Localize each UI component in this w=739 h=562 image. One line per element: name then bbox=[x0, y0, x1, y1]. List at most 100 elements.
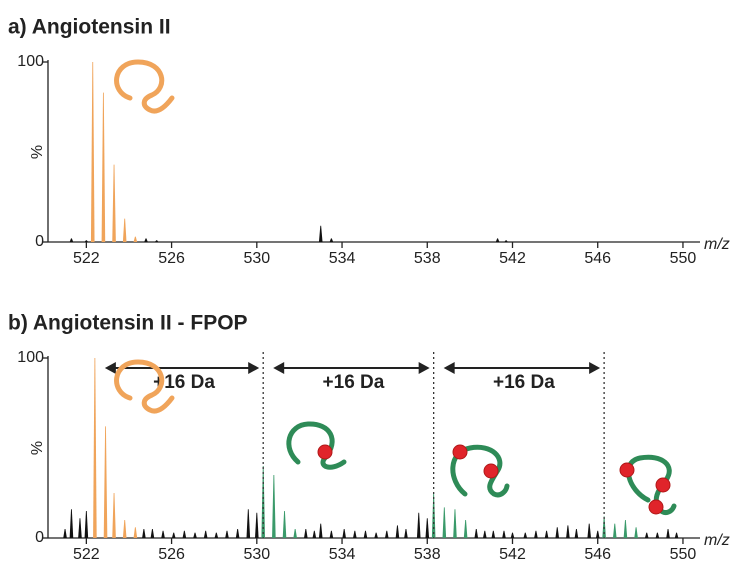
annotation: +16 Da bbox=[323, 372, 385, 393]
panel-title: b) Angiotensin II - FPOP bbox=[8, 312, 248, 335]
peak bbox=[587, 523, 592, 538]
peak bbox=[329, 238, 334, 242]
peak bbox=[510, 532, 515, 538]
arrow-head bbox=[248, 362, 260, 374]
peak bbox=[78, 518, 82, 538]
oxidation-dot bbox=[619, 462, 635, 478]
peak bbox=[133, 527, 138, 538]
peak bbox=[374, 532, 378, 538]
peak bbox=[182, 530, 187, 538]
panel-title: a) Angiotensin II bbox=[8, 16, 171, 39]
peak bbox=[103, 426, 108, 538]
peak bbox=[282, 511, 287, 538]
x-tick-label: 550 bbox=[670, 250, 697, 267]
peptide-icon bbox=[286, 421, 347, 470]
peak bbox=[655, 532, 660, 538]
peak bbox=[644, 532, 649, 538]
oxidation-dot bbox=[452, 444, 468, 460]
peak bbox=[523, 532, 528, 538]
arrow-head bbox=[443, 362, 455, 374]
peak bbox=[69, 509, 74, 538]
x-tick-label: 534 bbox=[329, 250, 356, 267]
peak bbox=[90, 62, 95, 242]
peak bbox=[353, 530, 357, 538]
peak bbox=[566, 525, 570, 538]
panel: b) Angiotensin II - FPOP 0 100% 522 526 530 53… bbox=[8, 312, 730, 562]
peak bbox=[150, 529, 155, 538]
peak bbox=[161, 530, 165, 538]
peak bbox=[203, 530, 208, 538]
x-tick-label: 546 bbox=[584, 546, 611, 562]
y-axis-label: % bbox=[29, 145, 46, 159]
x-axis-label: m/z bbox=[704, 236, 730, 253]
peak bbox=[272, 475, 276, 538]
peak bbox=[142, 529, 146, 538]
x-axis-label: m/z bbox=[704, 532, 730, 549]
y-tick-label: 0 bbox=[35, 529, 44, 546]
peak bbox=[312, 530, 317, 538]
x-tick-label: 546 bbox=[584, 250, 611, 267]
panel: a) Angiotensin II 0 100% 522 526 530 534 538 542… bbox=[8, 16, 730, 268]
x-tick-label: 530 bbox=[243, 250, 270, 267]
x-tick-label: 522 bbox=[73, 546, 100, 562]
peak bbox=[133, 236, 138, 242]
peak bbox=[63, 529, 67, 538]
peptide-icon bbox=[114, 59, 175, 114]
peak bbox=[495, 238, 500, 242]
peak bbox=[504, 240, 508, 242]
peak bbox=[304, 529, 308, 538]
peak bbox=[171, 532, 176, 538]
oxidation-dots bbox=[317, 444, 671, 515]
peak bbox=[634, 527, 638, 538]
peak bbox=[482, 530, 487, 538]
peak bbox=[395, 525, 400, 538]
peak bbox=[384, 530, 389, 538]
peak bbox=[235, 529, 240, 538]
peak bbox=[154, 240, 159, 242]
peak bbox=[474, 529, 479, 538]
peak bbox=[595, 530, 600, 538]
peak bbox=[555, 527, 560, 538]
x-tick-label: 538 bbox=[414, 250, 441, 267]
x-tick-label: 530 bbox=[243, 546, 270, 562]
peak bbox=[255, 512, 259, 538]
oxidation-dot bbox=[317, 444, 333, 460]
peak bbox=[544, 530, 549, 538]
peak bbox=[491, 530, 496, 538]
peak bbox=[225, 530, 229, 538]
peak bbox=[463, 520, 468, 538]
peak bbox=[101, 92, 106, 242]
x-tick-label: 542 bbox=[499, 546, 526, 562]
peak bbox=[612, 523, 617, 538]
peak bbox=[84, 511, 89, 538]
peak bbox=[293, 529, 297, 538]
oxidation-dot bbox=[483, 463, 499, 479]
peak bbox=[416, 512, 421, 538]
y-axis-label: % bbox=[29, 441, 46, 455]
arrow-head bbox=[104, 362, 116, 374]
peak bbox=[84, 240, 89, 242]
peak bbox=[214, 532, 219, 538]
x-tick-label: 534 bbox=[329, 546, 356, 562]
peak bbox=[112, 493, 116, 538]
peak bbox=[453, 509, 457, 538]
arrow-head bbox=[589, 362, 601, 374]
peak bbox=[318, 225, 323, 242]
peak bbox=[318, 523, 323, 538]
peak bbox=[112, 164, 116, 242]
peptide-icons bbox=[114, 59, 677, 516]
peak bbox=[363, 530, 368, 538]
peak bbox=[246, 509, 251, 538]
y-tick-label: 0 bbox=[35, 233, 44, 250]
arrow-head bbox=[418, 362, 430, 374]
x-tick-label: 538 bbox=[414, 546, 441, 562]
x-tick-label: 522 bbox=[73, 250, 100, 267]
peak bbox=[404, 529, 408, 538]
peak bbox=[574, 529, 579, 538]
x-tick-label: 526 bbox=[158, 250, 185, 267]
peak bbox=[93, 358, 97, 538]
oxidation-dot bbox=[655, 477, 671, 493]
oxidation-dot bbox=[648, 499, 664, 515]
peak bbox=[534, 530, 538, 538]
peak bbox=[502, 530, 506, 538]
